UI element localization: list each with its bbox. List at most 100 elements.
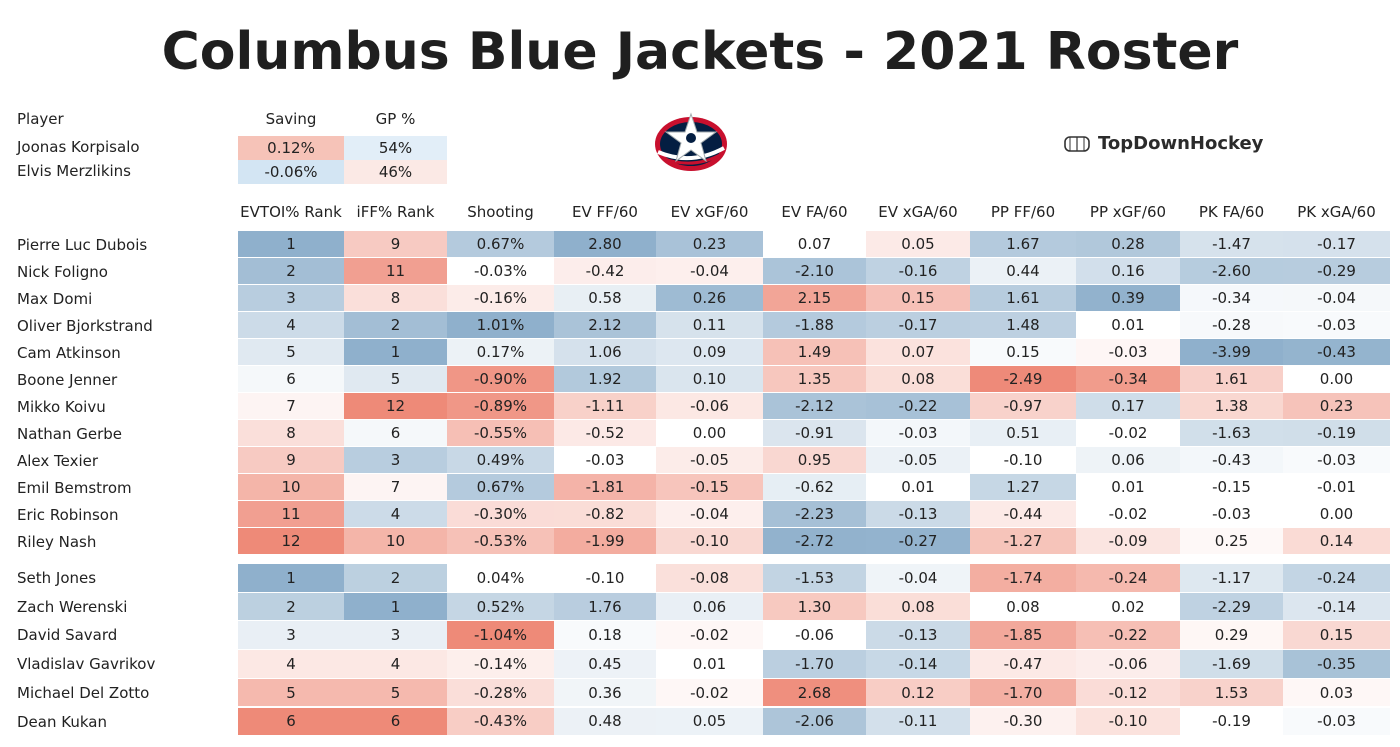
stat-cell: 0.09 <box>656 339 763 365</box>
column-header: EV FF/60 <box>572 203 638 221</box>
column-header: PK xGA/60 <box>1297 203 1376 221</box>
stat-cell: -1.53 <box>763 564 866 592</box>
stat-cell: -0.55% <box>447 420 554 446</box>
stat-cell: 0.51 <box>970 420 1076 446</box>
stat-cell: -0.22 <box>1076 621 1180 650</box>
column-header: PP xGF/60 <box>1089 203 1167 221</box>
stat-cell: 3 <box>238 285 344 311</box>
stat-cell: -0.04 <box>866 564 970 592</box>
stat-cell: 1.61 <box>970 285 1076 311</box>
stat-cell: -0.22 <box>866 393 970 419</box>
stat-cell: -0.03 <box>866 420 970 446</box>
stat-cell: 0.07 <box>866 339 970 365</box>
stat-cell: -2.29 <box>1180 592 1283 621</box>
stat-cell: 0.05 <box>866 231 970 257</box>
player-name: Cam Atkinson <box>17 344 121 362</box>
stat-cell: 12 <box>344 393 447 419</box>
stat-cell: 0.29 <box>1180 621 1283 650</box>
stat-cell: -0.01 <box>1283 474 1390 500</box>
stat-cell: 11 <box>238 501 344 527</box>
stat-cell: 0.15 <box>1283 621 1390 650</box>
stat-cell: -1.88 <box>763 312 866 338</box>
stat-cell: -0.08 <box>656 564 763 592</box>
stat-cell: 0.08 <box>970 592 1076 621</box>
stat-cell: 1.38 <box>1180 393 1283 419</box>
stat-cell: -0.47 <box>970 650 1076 678</box>
column-header: PK FA/60 <box>1198 203 1265 221</box>
stat-cell: -0.04 <box>656 258 763 284</box>
stat-cell: 0.67% <box>447 231 554 257</box>
player-name: Nathan Gerbe <box>17 425 123 443</box>
player-name: Mikko Koivu <box>17 398 106 416</box>
stat-cell: 0.01 <box>1076 312 1180 338</box>
column-header: iFF% Rank <box>356 203 435 221</box>
stat-cell: 0.01 <box>656 650 763 678</box>
column-header: EV xGA/60 <box>878 203 958 221</box>
stat-cell: 1.27 <box>970 474 1076 500</box>
stat-cell: 1.53 <box>1180 678 1283 707</box>
stat-cell: 0.05 <box>656 707 763 736</box>
stat-cell: -0.03 <box>1283 312 1390 338</box>
stat-cell: 9 <box>344 231 447 257</box>
stat-cell: -3.99 <box>1180 339 1283 365</box>
stat-cell: -0.30% <box>447 501 554 527</box>
player-name: Dean Kukan <box>17 712 107 731</box>
player-name: Seth Jones <box>17 569 97 587</box>
stat-cell: 0.28 <box>1076 231 1180 257</box>
stat-cell: -2.60 <box>1180 258 1283 284</box>
stat-cell: 0.15 <box>970 339 1076 365</box>
goalie-saving-cell: 0.12% <box>238 136 344 160</box>
stat-cell: -0.13 <box>866 501 970 527</box>
stat-cell: -0.13 <box>866 621 970 650</box>
stat-cell: 0.17% <box>447 339 554 365</box>
stat-cell: -0.43 <box>1180 447 1283 473</box>
stat-cell: 0.06 <box>1076 447 1180 473</box>
stat-cell: 12 <box>238 528 344 554</box>
stat-cell: 2 <box>344 312 447 338</box>
stat-cell: -0.30 <box>970 707 1076 736</box>
stat-cell: 4 <box>344 650 447 678</box>
stat-cell: 1.01% <box>447 312 554 338</box>
player-name: Zach Werenski <box>17 597 128 616</box>
player-name: Michael Del Zotto <box>17 683 150 702</box>
stat-cell: 1.35 <box>763 366 866 392</box>
stat-cell: 0.06 <box>656 592 763 621</box>
stat-cell: 0.39 <box>1076 285 1180 311</box>
goalie-saving-cell: -0.06% <box>238 160 344 184</box>
stat-cell: -0.09 <box>1076 528 1180 554</box>
stat-cell: 0.49% <box>447 447 554 473</box>
stat-cell: -0.15 <box>1180 474 1283 500</box>
stat-cell: -0.03 <box>1283 707 1390 736</box>
blue-jackets-star-logo-icon <box>655 112 727 171</box>
goalie-gp-cell: 46% <box>344 160 447 184</box>
stat-cell: -0.06 <box>656 393 763 419</box>
stat-cell: 0.26 <box>656 285 763 311</box>
stat-cell: -0.02 <box>656 678 763 707</box>
stat-cell: -0.28 <box>1180 312 1283 338</box>
stat-cell: -0.53% <box>447 528 554 554</box>
stat-cell: -0.44 <box>970 501 1076 527</box>
stat-cell: 3 <box>344 447 447 473</box>
stat-cell: -0.42 <box>554 258 656 284</box>
stat-cell: 0.10 <box>656 366 763 392</box>
stat-cell: -0.89% <box>447 393 554 419</box>
player-name: Eric Robinson <box>17 506 119 524</box>
stat-cell: 1 <box>238 564 344 592</box>
stat-cell: -0.16 <box>866 258 970 284</box>
column-header: Shooting <box>467 203 534 221</box>
stat-cell: 0.95 <box>763 447 866 473</box>
player-name: Emil Bemstrom <box>17 479 132 497</box>
stat-cell: -0.34 <box>1180 285 1283 311</box>
stat-cell: 2 <box>238 258 344 284</box>
stat-cell: 5 <box>344 678 447 707</box>
stat-cell: 9 <box>238 447 344 473</box>
stat-cell: 1 <box>238 231 344 257</box>
stat-cell: -0.34 <box>1076 366 1180 392</box>
stat-cell: -1.04% <box>447 621 554 650</box>
stat-cell: -0.62 <box>763 474 866 500</box>
stat-cell: 0.25 <box>1180 528 1283 554</box>
stat-cell: -0.10 <box>970 447 1076 473</box>
player-name: David Savard <box>17 626 118 645</box>
stat-cell: -0.10 <box>1076 707 1180 736</box>
stat-cell: 7 <box>344 474 447 500</box>
